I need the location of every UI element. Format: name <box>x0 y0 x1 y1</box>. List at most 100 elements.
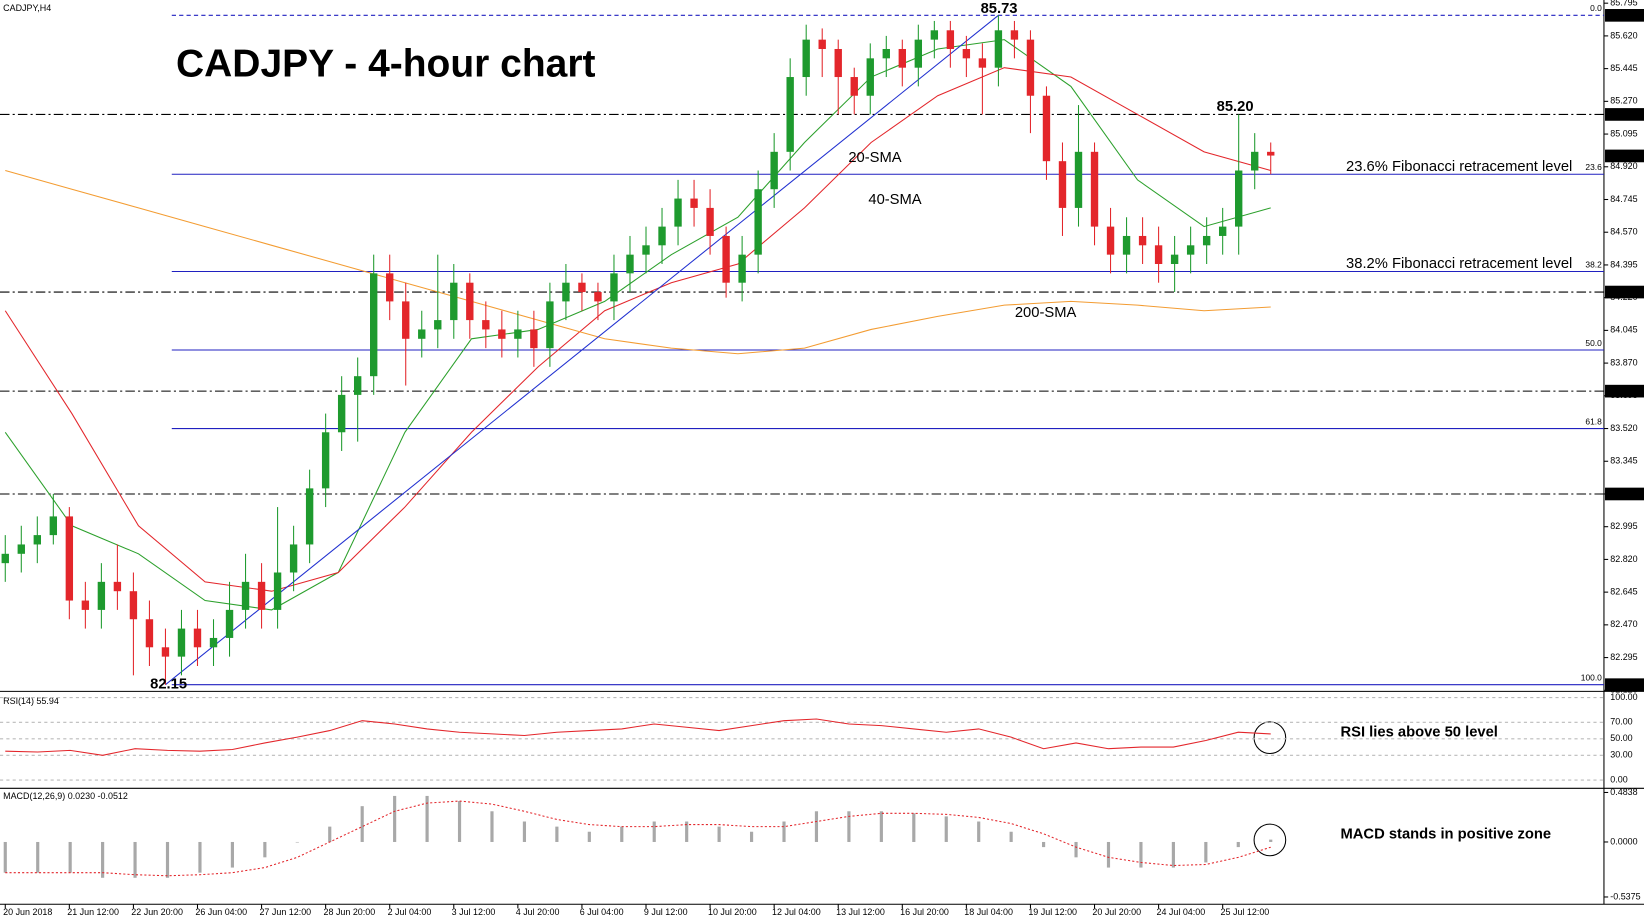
candle-body <box>530 329 538 349</box>
candle-body <box>562 282 570 302</box>
price-box-label: 82.150 <box>1608 679 1635 689</box>
signal-line <box>5 800 1271 877</box>
candle-body <box>706 207 714 236</box>
x-tick-label: 28 Jun 20:00 <box>324 907 376 917</box>
histogram-bar <box>620 826 624 842</box>
histogram-bar <box>522 821 527 842</box>
candle-body <box>273 572 282 610</box>
candle-body <box>337 394 346 433</box>
candle-body <box>642 245 650 255</box>
y-tick-label: 50.00 <box>1610 733 1632 743</box>
histogram-bar <box>198 841 202 873</box>
candle-body <box>193 628 202 648</box>
candle-body <box>818 39 826 49</box>
histogram-bar <box>165 841 170 878</box>
candle-body <box>738 254 746 283</box>
y-tick-label: 70.00 <box>1610 717 1632 727</box>
candle-body <box>1202 235 1211 246</box>
histogram-bar <box>133 841 137 878</box>
histogram-bar <box>977 821 981 842</box>
candle-body <box>386 273 394 302</box>
histogram-bar <box>295 841 299 843</box>
candle-body <box>834 48 842 78</box>
price-box-label: 84.978 <box>1608 150 1635 160</box>
candle-body <box>690 198 698 208</box>
y-tick-label: 0.00 <box>1610 774 1627 784</box>
y-tick-label: 84.045 <box>1610 325 1637 335</box>
candle-body <box>578 282 586 293</box>
rsi-label: RSI(14) 55.94 <box>3 696 59 706</box>
candle-body <box>81 600 90 610</box>
histogram-bar <box>1042 841 1046 848</box>
y-tick-label: 85.095 <box>1610 128 1637 138</box>
candle-body <box>1010 30 1019 40</box>
price-box <box>1605 9 1644 22</box>
histogram-bar <box>879 811 883 842</box>
x-tick-label: 4 Jul 20:00 <box>516 907 560 917</box>
price-box <box>1605 384 1644 398</box>
candle-body <box>754 189 762 255</box>
histogram-bar <box>230 841 234 868</box>
histogram-bar <box>847 811 851 842</box>
candle-body <box>113 581 122 592</box>
histogram-bar <box>1106 841 1111 868</box>
histogram-bar <box>1204 841 1208 863</box>
y-tick-label: 84.920 <box>1610 161 1637 171</box>
macd-label: MACD(12,26,9) 0.0230 -0.0512 <box>3 791 128 801</box>
candle-body <box>482 320 490 330</box>
fib-level-label: 61.8 <box>1585 416 1602 426</box>
x-tick-label: 10 Jul 20:00 <box>708 907 757 917</box>
price-box <box>1605 149 1644 163</box>
fib-note: 38.2% Fibonacci retracement level <box>1346 256 1572 272</box>
y-tick-label: 82.295 <box>1610 652 1637 662</box>
histogram-bar <box>1236 841 1240 848</box>
histogram-bar <box>944 816 948 842</box>
histogram-bar <box>685 821 689 842</box>
symbol-label: CADJPY,H4 <box>3 3 51 13</box>
candle-body <box>129 591 138 620</box>
histogram-bar <box>1074 841 1078 858</box>
histogram-bar <box>1269 839 1273 842</box>
candle-body <box>1235 170 1243 227</box>
x-tick-label: 25 Jul 12:00 <box>1221 907 1270 917</box>
candle-body <box>610 273 618 302</box>
histogram-bar <box>814 811 819 842</box>
sma-line <box>4 67 1271 592</box>
x-tick-label: 3 Jul 12:00 <box>452 907 496 917</box>
y-tick-label: 84.570 <box>1610 227 1637 237</box>
price-box-label: 83.170 <box>1608 488 1635 498</box>
price-box <box>1605 678 1644 692</box>
candle-body <box>962 48 971 59</box>
histogram-bar <box>68 841 72 873</box>
candle-body <box>1138 235 1147 246</box>
candle-body <box>770 151 778 190</box>
y-tick-label: 82.645 <box>1610 586 1637 596</box>
y-tick-label: 85.270 <box>1610 96 1637 106</box>
sma-label: 200-SMA <box>1015 305 1077 321</box>
x-tick-label: 20 Jul 20:00 <box>1092 907 1141 917</box>
candle-body <box>930 30 939 40</box>
candle-body <box>209 637 218 648</box>
price-box <box>1605 285 1644 299</box>
candle-body <box>1 553 9 564</box>
rsi-line <box>5 718 1271 756</box>
candle-body <box>1074 151 1083 208</box>
candle-body <box>1218 226 1227 236</box>
point-label: 82.15 <box>150 677 187 693</box>
sma-line <box>4 39 1271 611</box>
rsi-annotation: RSI lies above 50 level <box>1340 724 1497 740</box>
fib-level-label: 100.0 <box>1581 673 1602 683</box>
histogram-bar <box>652 821 656 842</box>
y-tick-label: 83.520 <box>1610 423 1637 433</box>
candle-body <box>866 58 874 96</box>
candle-body <box>289 544 298 573</box>
candle-body <box>1042 95 1051 162</box>
y-tick-label: 83.345 <box>1610 456 1637 466</box>
y-tick-label: 100.00 <box>1610 692 1637 702</box>
candle-body <box>674 198 682 227</box>
histogram-bar <box>1171 841 1175 868</box>
candle-body <box>498 329 506 339</box>
